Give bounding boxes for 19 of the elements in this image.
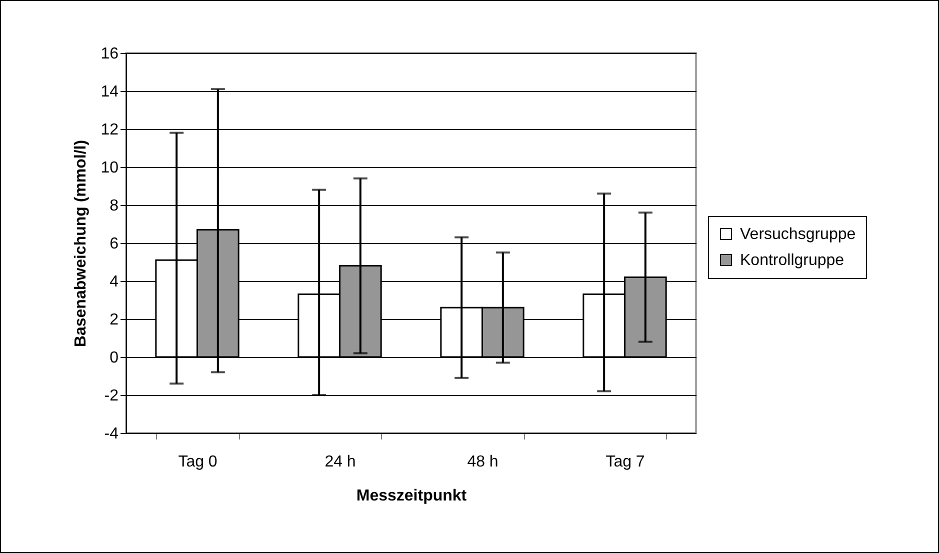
y-tick-label: 4 (110, 274, 119, 290)
x-tick-label: Tag 7 (606, 454, 645, 470)
y-tick-label: 12 (100, 122, 119, 138)
y-tick-label: -2 (104, 388, 119, 404)
y-tick-label: 10 (100, 160, 119, 176)
x-tick-label: 24 h (324, 454, 356, 470)
y-tick-label: 2 (110, 312, 119, 328)
legend-label: Kontrollgruppe (740, 252, 844, 269)
x-tick-label: Tag 0 (178, 454, 218, 470)
x-tick-label: 48 h (467, 454, 498, 470)
y-tick-label: 6 (110, 236, 119, 252)
y-axis-title: Basenabweichung (mmol/l) (72, 140, 90, 348)
y-tick-label: 0 (110, 350, 119, 366)
y-tick-label: -4 (104, 426, 119, 442)
y-tick-label: 16 (100, 46, 119, 62)
legend-label: Versuchsgruppe (740, 226, 856, 243)
x-axis-title: Messzeitpunkt (356, 488, 468, 504)
y-tick-label: 14 (100, 84, 119, 100)
y-tick-label: 8 (110, 198, 119, 214)
